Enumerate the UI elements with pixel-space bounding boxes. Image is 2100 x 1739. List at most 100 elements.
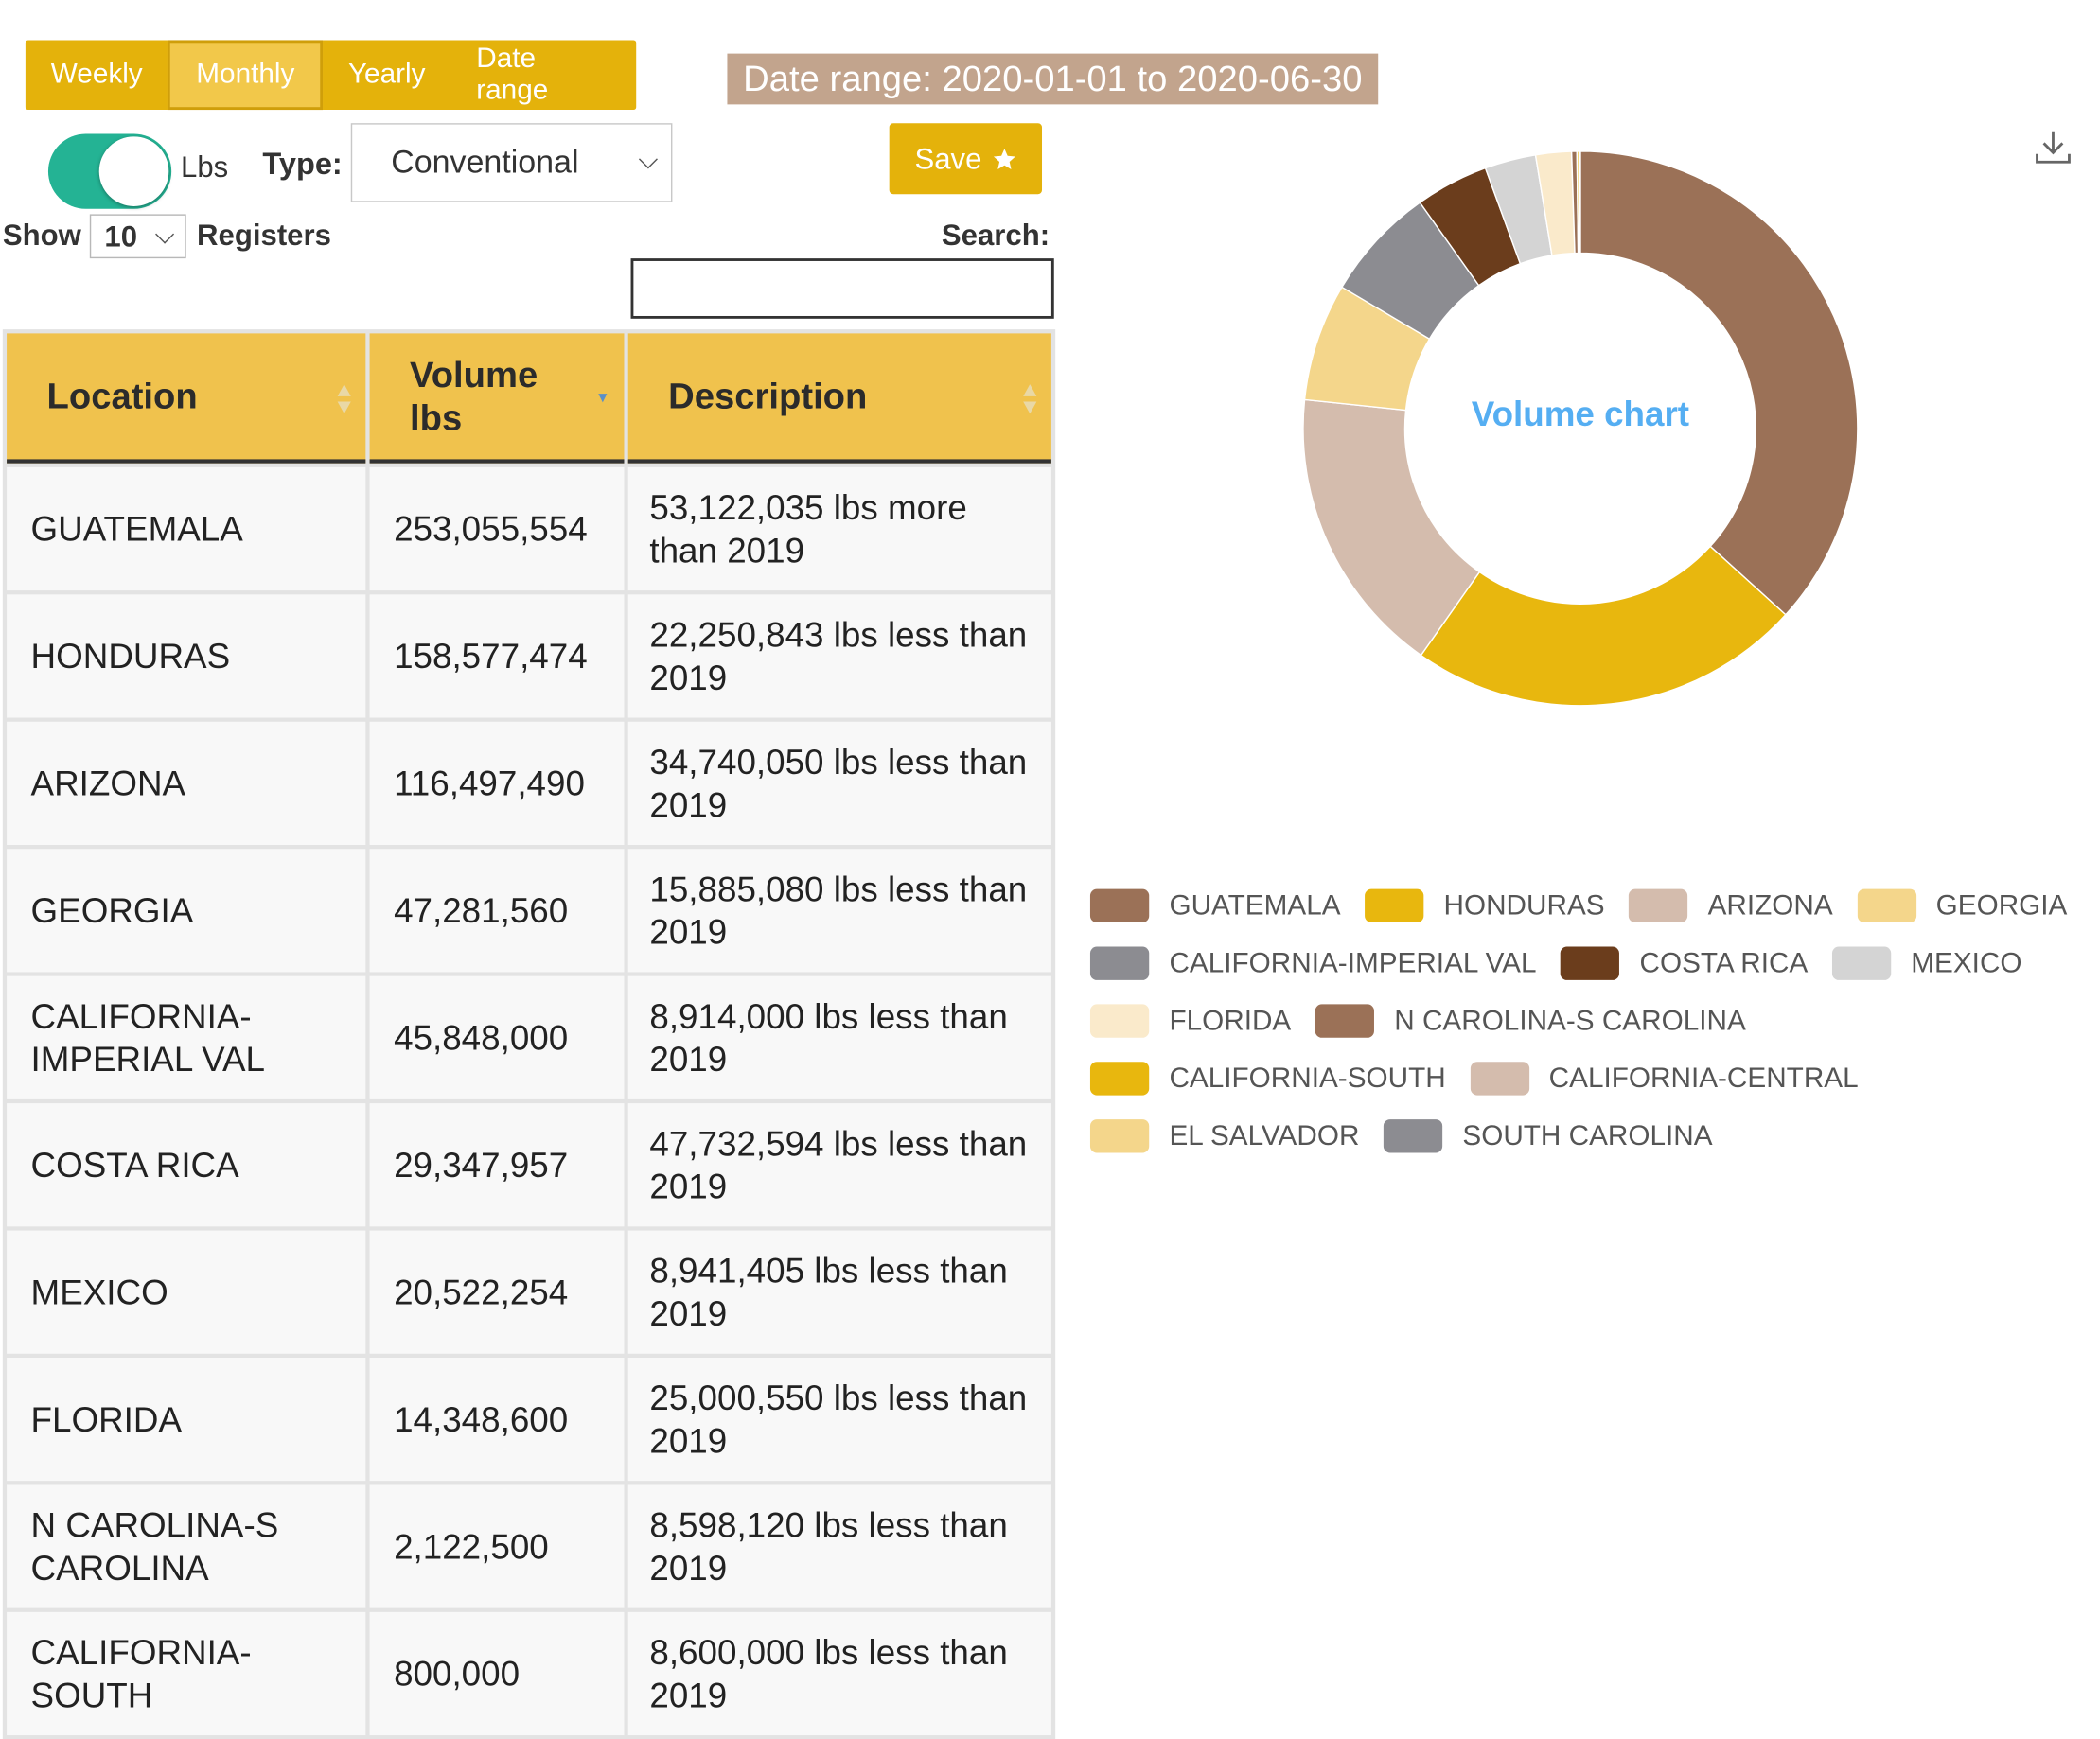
location-cell: N CAROLINA-S CAROLINA bbox=[7, 1484, 365, 1607]
description-cell: 8,598,120 lbs less than 2019 bbox=[628, 1484, 1051, 1607]
toggle-knob[interactable] bbox=[99, 136, 169, 206]
type-select-value: Conventional bbox=[391, 144, 578, 182]
volume-cell: 45,848,000 bbox=[370, 976, 625, 1099]
location-cell: MEXICO bbox=[7, 1231, 365, 1354]
legend-item[interactable]: FLORIDA bbox=[1090, 1004, 1291, 1037]
legend-label: N CAROLINA-S CAROLINA bbox=[1394, 1005, 1746, 1037]
location-cell: CALIFORNIA-SOUTH bbox=[7, 1612, 365, 1735]
volume-cell: 47,281,560 bbox=[370, 849, 625, 972]
save-button-label: Save bbox=[914, 141, 981, 176]
page-size-select[interactable]: 10 bbox=[90, 214, 186, 258]
type-label: Type: bbox=[262, 146, 342, 182]
download-icon[interactable] bbox=[2033, 127, 2073, 167]
chart-title: Volume chart bbox=[1472, 395, 1689, 433]
legend-swatch bbox=[1857, 889, 1915, 922]
description-cell: 47,732,594 lbs less than 2019 bbox=[628, 1103, 1051, 1226]
search-input[interactable] bbox=[631, 258, 1054, 319]
legend-label: COSTA RICA bbox=[1640, 947, 1809, 979]
legend-swatch bbox=[1832, 947, 1891, 980]
table-header-row: Location Volume lbs Description bbox=[7, 333, 1051, 463]
legend-swatch bbox=[1561, 947, 1619, 980]
description-cell: 22,250,843 lbs less than 2019 bbox=[628, 594, 1051, 717]
location-cell: FLORIDA bbox=[7, 1358, 365, 1481]
legend-item[interactable]: COSTA RICA bbox=[1561, 947, 1808, 980]
legend-item[interactable]: CALIFORNIA-CENTRAL bbox=[1470, 1062, 1858, 1095]
unit-toggle[interactable] bbox=[48, 134, 171, 209]
location-cell: CALIFORNIA-IMPERIAL VAL bbox=[7, 976, 365, 1099]
volume-cell: 20,522,254 bbox=[370, 1231, 625, 1354]
column-header-label: Volume lbs bbox=[410, 354, 571, 440]
volume-cell: 116,497,490 bbox=[370, 722, 625, 845]
type-select[interactable]: Conventional bbox=[351, 123, 673, 202]
description-cell: 15,885,080 lbs less than 2019 bbox=[628, 849, 1051, 972]
tab-monthly[interactable]: Monthly bbox=[168, 40, 323, 110]
legend-label: MEXICO bbox=[1911, 947, 2021, 979]
legend-item[interactable]: CALIFORNIA-IMPERIAL VAL bbox=[1090, 947, 1537, 980]
description-cell: 34,740,050 lbs less than 2019 bbox=[628, 722, 1051, 845]
search-label: Search: bbox=[942, 219, 1050, 254]
volume-cell: 29,347,957 bbox=[370, 1103, 625, 1226]
legend-label: SOUTH CAROLINA bbox=[1462, 1120, 1712, 1152]
legend-item[interactable]: ARIZONA bbox=[1629, 889, 1833, 922]
legend-swatch bbox=[1090, 1062, 1149, 1095]
legend-item[interactable]: MEXICO bbox=[1832, 947, 2022, 980]
location-cell: COSTA RICA bbox=[7, 1103, 365, 1226]
sort-icon bbox=[1022, 381, 1038, 416]
legend-item[interactable]: EL SALVADOR bbox=[1090, 1119, 1359, 1152]
tab-weekly[interactable]: Weekly bbox=[26, 40, 168, 110]
legend-swatch bbox=[1090, 1004, 1149, 1037]
location-cell: HONDURAS bbox=[7, 594, 365, 717]
volume-cell: 800,000 bbox=[370, 1612, 625, 1735]
legend-item[interactable]: N CAROLINA-S CAROLINA bbox=[1315, 1004, 1746, 1037]
legend-label: CALIFORNIA-CENTRAL bbox=[1549, 1063, 1859, 1095]
description-cell: 53,122,035 lbs more than 2019 bbox=[628, 467, 1051, 590]
column-header-location[interactable]: Location bbox=[7, 333, 365, 463]
legend-item[interactable]: GEORGIA bbox=[1857, 889, 2067, 922]
legend-swatch bbox=[1315, 1004, 1374, 1037]
description-cell: 25,000,550 lbs less than 2019 bbox=[628, 1358, 1051, 1481]
volume-cell: 253,055,554 bbox=[370, 467, 625, 590]
location-cell: ARIZONA bbox=[7, 722, 365, 845]
column-header-label: Description bbox=[668, 376, 867, 415]
location-cell: GUATEMALA bbox=[7, 467, 365, 590]
volume-cell: 158,577,474 bbox=[370, 594, 625, 717]
location-cell: GEORGIA bbox=[7, 849, 365, 972]
tab-yearly[interactable]: Yearly bbox=[323, 40, 450, 110]
chevron-down-icon bbox=[639, 149, 658, 168]
legend-label: EL SALVADOR bbox=[1169, 1120, 1359, 1152]
legend-swatch bbox=[1365, 889, 1423, 922]
pie-slice-guatemala[interactable] bbox=[1580, 151, 1858, 615]
volume-donut-chart: Volume chart bbox=[1286, 134, 1876, 724]
legend-label: CALIFORNIA-IMPERIAL VAL bbox=[1169, 947, 1536, 979]
legend-label: FLORIDA bbox=[1169, 1005, 1291, 1037]
legend-item[interactable]: GUATEMALA bbox=[1090, 889, 1341, 922]
page-size-value: 10 bbox=[104, 219, 137, 254]
chevron-down-icon bbox=[155, 225, 174, 244]
registers-label: Registers bbox=[197, 219, 331, 254]
legend-label: GUATEMALA bbox=[1169, 889, 1340, 922]
legend-item[interactable]: SOUTH CAROLINA bbox=[1384, 1119, 1713, 1152]
legend-item[interactable]: CALIFORNIA-SOUTH bbox=[1090, 1062, 1446, 1095]
legend-label: GEORGIA bbox=[1936, 889, 2068, 922]
legend-item[interactable]: HONDURAS bbox=[1365, 889, 1605, 922]
unit-toggle-label: Lbs bbox=[181, 150, 228, 185]
legend-label: CALIFORNIA-SOUTH bbox=[1169, 1063, 1445, 1095]
volume-cell: 14,348,600 bbox=[370, 1358, 625, 1481]
save-button[interactable]: Save bbox=[890, 123, 1042, 194]
legend-swatch bbox=[1090, 889, 1149, 922]
legend-label: ARIZONA bbox=[1708, 889, 1833, 922]
legend-swatch bbox=[1090, 1119, 1149, 1152]
column-header-volume[interactable]: Volume lbs bbox=[370, 333, 625, 463]
column-header-description[interactable]: Description bbox=[628, 333, 1051, 463]
description-cell: 8,914,000 lbs less than 2019 bbox=[628, 976, 1051, 1099]
sort-icon bbox=[336, 381, 352, 416]
tab-date-range[interactable]: Date range bbox=[450, 40, 636, 110]
volume-cell: 2,122,500 bbox=[370, 1484, 625, 1607]
